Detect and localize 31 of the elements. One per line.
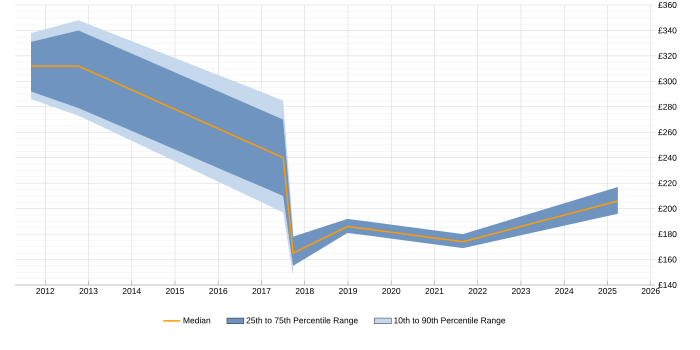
- x-tick-label: 2016: [209, 288, 228, 294]
- y-tick-label: £320: [658, 52, 677, 59]
- y-tick-label: £260: [658, 129, 677, 136]
- y-tick-label: £160: [658, 256, 677, 263]
- y-tick-label: £340: [658, 27, 677, 34]
- x-tick-label: 2024: [555, 288, 574, 294]
- y-tick-label: £280: [658, 104, 677, 110]
- y-tick-label: £180: [658, 231, 677, 238]
- x-tick-label: 2026: [642, 288, 660, 294]
- legend-label: Median: [184, 317, 210, 324]
- line-series: [30, 65, 619, 254]
- y-tick-label: £240: [658, 154, 677, 161]
- x-tick-label: 2013: [80, 288, 98, 294]
- x-tick-label: 2012: [36, 288, 54, 294]
- legend-label: 25th to 75th Percentile Range: [246, 317, 358, 326]
- x-tick-label: 2021: [425, 288, 444, 294]
- x-tick-label: 2019: [338, 288, 357, 294]
- y-tick-label: £140: [658, 282, 677, 288]
- y-tick-label: £360: [658, 2, 677, 8]
- x-tick-label: 2017: [252, 288, 270, 294]
- x-tick-label: 2014: [122, 288, 141, 294]
- y-tick-label: £300: [658, 78, 677, 84]
- x-tick-label: 2022: [468, 288, 487, 294]
- legend-label: 10th to 90th Percentile Range: [394, 317, 506, 326]
- y-tick-label: £220: [658, 180, 677, 186]
- x-tick-label: 2023: [512, 288, 530, 294]
- y-tick-label: £200: [658, 206, 677, 212]
- x-tick-label: 2018: [296, 288, 314, 294]
- x-tick-label: 2015: [166, 288, 184, 294]
- x-tick-label: 2025: [598, 288, 617, 294]
- x-tick-label: 2020: [382, 288, 400, 294]
